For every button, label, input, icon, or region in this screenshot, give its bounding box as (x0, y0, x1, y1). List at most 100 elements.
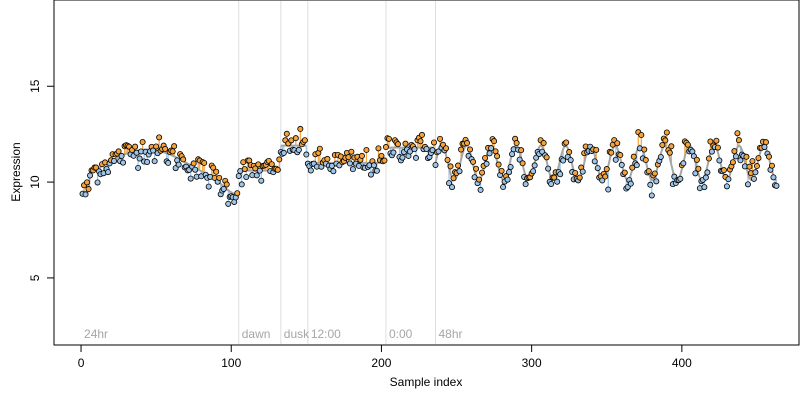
data-point (621, 169, 628, 176)
data-point (238, 181, 245, 188)
data-point (82, 191, 89, 198)
data-point (513, 140, 520, 147)
data-point (507, 163, 514, 170)
data-point (324, 155, 331, 162)
data-point (593, 146, 600, 153)
data-point (456, 168, 463, 175)
data-point (731, 148, 738, 155)
data-point (695, 165, 702, 172)
data-point (470, 158, 477, 165)
x-tick-label: 200 (371, 356, 391, 370)
data-point (132, 143, 139, 150)
data-point (447, 163, 454, 170)
x-tick-label: 400 (672, 356, 692, 370)
region-label: dawn (242, 327, 271, 341)
data-point (345, 154, 352, 161)
data-point (702, 174, 709, 181)
data-point (346, 160, 353, 167)
data-point (627, 180, 634, 187)
data-point (498, 167, 505, 174)
data-point (483, 160, 490, 167)
data-point (175, 161, 182, 168)
data-point (770, 174, 777, 181)
data-point (572, 169, 579, 176)
data-point (768, 162, 775, 169)
data-point (645, 168, 652, 175)
data-point (367, 171, 374, 178)
data-point (540, 140, 547, 147)
x-tick-label: 300 (522, 356, 542, 370)
data-point (301, 137, 308, 144)
data-point (151, 158, 158, 165)
data-point (370, 162, 377, 169)
data-point (608, 149, 615, 156)
data-point (303, 151, 310, 158)
data-point (85, 186, 92, 193)
x-tick-label: 0 (78, 356, 85, 370)
data-point (723, 183, 730, 190)
data-point (241, 166, 248, 173)
data-point (659, 141, 666, 148)
data-point (735, 137, 742, 144)
data-point (518, 147, 525, 154)
data-point (144, 158, 151, 165)
data-point (93, 164, 100, 171)
data-point (519, 160, 526, 167)
data-point (394, 141, 401, 148)
data-point (662, 137, 669, 144)
data-point (274, 166, 281, 173)
data-point (666, 149, 673, 156)
data-point (755, 155, 762, 162)
data-point (750, 175, 757, 182)
data-point (435, 148, 442, 155)
data-point (773, 182, 780, 189)
data-point (576, 174, 583, 181)
data-point (720, 167, 727, 174)
data-point (668, 143, 675, 150)
data-point (385, 135, 392, 142)
data-point (705, 155, 712, 162)
x-axis: 0 100 200 300 400 (78, 344, 692, 370)
data-point (504, 176, 511, 183)
data-point (599, 177, 606, 184)
data-point (633, 162, 640, 169)
data-point (716, 157, 723, 164)
data-point (373, 167, 380, 174)
data-point (693, 156, 700, 163)
data-point (201, 159, 208, 166)
data-point (406, 148, 413, 155)
data-point (557, 171, 564, 178)
data-point (630, 153, 637, 160)
data-point (402, 140, 409, 147)
data-point (560, 157, 567, 164)
data-point (618, 161, 625, 168)
data-point (638, 132, 645, 139)
data-point (725, 176, 732, 183)
data-point (449, 184, 456, 191)
data-point (192, 166, 199, 173)
data-point (473, 165, 480, 172)
data-point (743, 153, 750, 160)
data-point (486, 150, 493, 157)
data-point (292, 135, 299, 142)
data-point (216, 174, 223, 181)
data-point (566, 149, 573, 156)
data-point (205, 183, 212, 190)
data-point (455, 162, 462, 169)
data-point (708, 148, 715, 155)
data-point (563, 139, 570, 146)
data-point (446, 180, 453, 187)
data-point (190, 160, 197, 167)
data-point (120, 159, 127, 166)
data-point (554, 178, 561, 185)
data-point (243, 173, 250, 180)
data-point (450, 175, 457, 182)
data-point (746, 163, 753, 170)
data-point (256, 167, 263, 174)
data-point (150, 147, 157, 154)
data-point (390, 149, 397, 156)
data-point (567, 157, 574, 164)
y-tick-label: 10 (28, 175, 42, 189)
data-point (548, 180, 555, 187)
data-point (234, 190, 241, 197)
